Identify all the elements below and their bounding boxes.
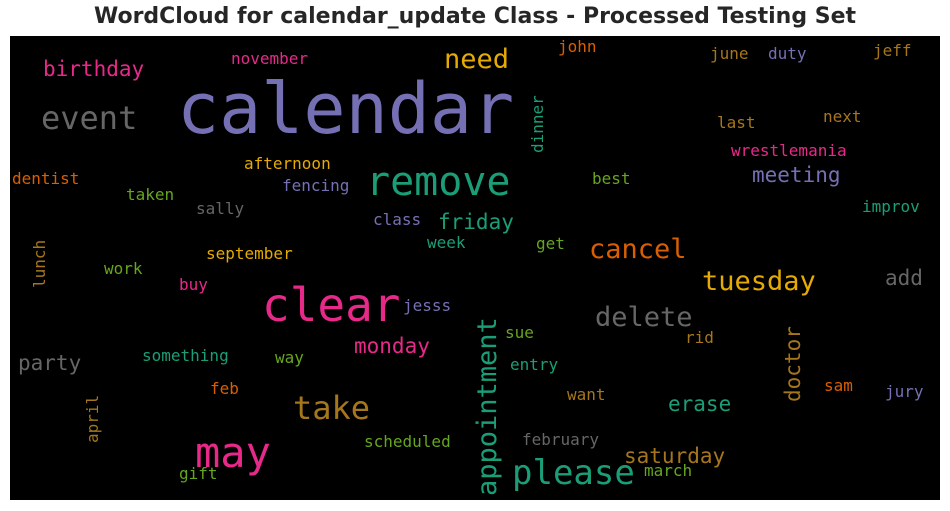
word-sue: sue xyxy=(505,323,534,342)
word-saturday: saturday xyxy=(624,444,726,468)
word-taken: taken xyxy=(126,185,175,204)
word-delete: delete xyxy=(595,302,693,333)
word-buy: buy xyxy=(179,275,208,294)
word-party: party xyxy=(18,351,82,375)
word-john: john xyxy=(558,37,597,56)
word-take: take xyxy=(293,389,371,427)
word-friday: friday xyxy=(438,210,514,234)
word-february: february xyxy=(522,430,600,449)
word-best: best xyxy=(592,169,631,188)
word-duty: duty xyxy=(768,44,807,63)
word-tuesday: tuesday xyxy=(702,266,816,297)
word-jury: jury xyxy=(885,382,924,401)
word-afternoon: afternoon xyxy=(244,154,331,173)
word-cancel: cancel xyxy=(589,234,687,265)
word-birthday: birthday xyxy=(43,57,145,81)
word-meeting: meeting xyxy=(752,163,841,187)
word-feb: feb xyxy=(210,379,239,398)
word-get: get xyxy=(536,234,565,253)
word-dentist: dentist xyxy=(12,169,80,188)
word-dinner: dinner xyxy=(528,95,547,153)
word-cloud: calendar clear may remove please take ev… xyxy=(10,36,940,500)
word-gift: gift xyxy=(179,464,218,483)
word-improv: improv xyxy=(862,197,920,216)
word-may: may xyxy=(195,428,271,477)
word-november: november xyxy=(231,49,309,68)
word-april: april xyxy=(83,394,102,443)
word-sam: sam xyxy=(824,376,853,395)
word-fencing: fencing xyxy=(282,176,350,195)
word-june: june xyxy=(710,44,749,63)
word-jeff: jeff xyxy=(873,41,912,60)
word-clear: clear xyxy=(262,278,401,332)
chart-title: WordCloud for calendar_update Class - Pr… xyxy=(93,4,857,29)
word-week: week xyxy=(427,233,466,252)
word-calendar: calendar xyxy=(177,68,515,150)
word-september: september xyxy=(206,244,293,263)
word-please: please xyxy=(512,453,635,493)
word-next: next xyxy=(823,107,862,126)
word-lunch: lunch xyxy=(30,239,49,288)
word-add: add xyxy=(885,266,923,290)
word-need: need xyxy=(444,44,510,75)
word-way: way xyxy=(275,348,304,367)
word-monday: monday xyxy=(354,334,430,358)
word-class: class xyxy=(373,210,422,229)
word-doctor: doctor xyxy=(781,326,805,402)
word-remove: remove xyxy=(366,159,511,205)
word-something: something xyxy=(142,346,229,365)
word-entry: entry xyxy=(510,355,559,374)
word-scheduled: scheduled xyxy=(364,432,451,451)
word-sally: sally xyxy=(196,199,245,218)
word-wrestlemania: wrestlemania xyxy=(731,141,847,160)
word-jesss: jesss xyxy=(403,296,452,315)
word-want: want xyxy=(567,385,606,404)
word-event: event xyxy=(41,99,138,137)
word-rid: rid xyxy=(685,328,714,347)
word-last: last xyxy=(717,113,756,132)
word-march: march xyxy=(644,461,693,480)
word-appointment: appointment xyxy=(472,317,503,496)
word-erase: erase xyxy=(668,392,732,416)
word-work: work xyxy=(104,259,143,278)
